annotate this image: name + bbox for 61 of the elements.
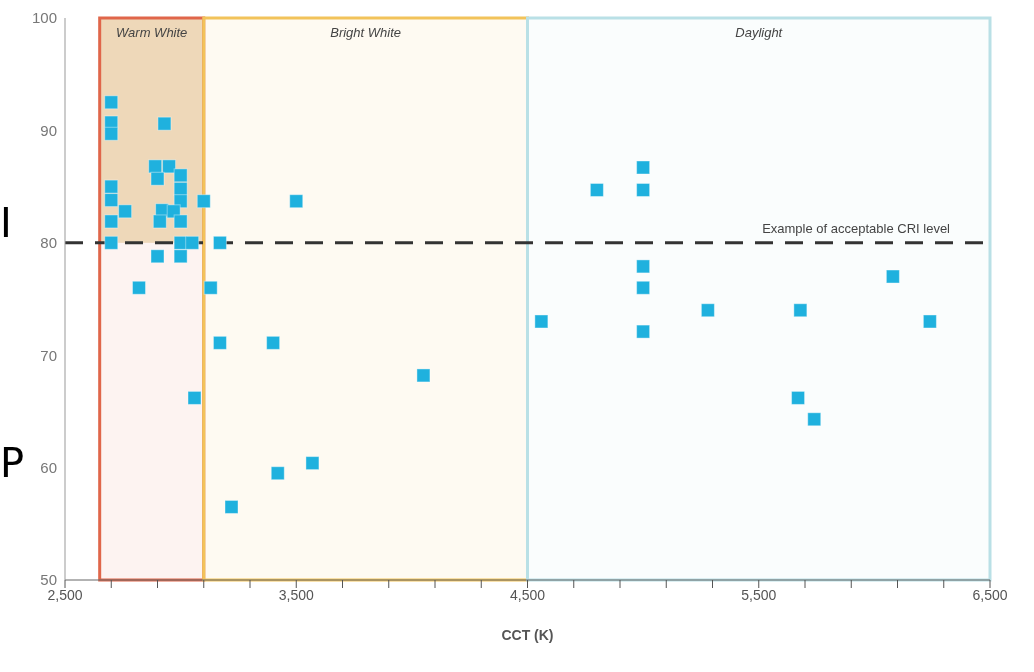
band-label: Warm White: [116, 25, 188, 41]
point: [266, 335, 281, 350]
point: [104, 95, 119, 110]
y-tick-label: 50: [40, 571, 57, 589]
point: [150, 171, 165, 186]
point: [173, 214, 188, 229]
y-tick-label: 60: [40, 458, 57, 476]
y-tick-label: 100: [31, 9, 57, 27]
point: [173, 181, 188, 196]
point: [187, 390, 202, 405]
point: [807, 412, 822, 427]
point: [203, 280, 218, 295]
x-tick-label: 3,500: [278, 586, 314, 603]
point: [289, 194, 304, 209]
point: [885, 269, 900, 284]
point: [162, 159, 177, 174]
point: [636, 280, 651, 295]
point: [148, 159, 163, 174]
point: [157, 116, 172, 131]
point: [212, 335, 227, 350]
y-tick-label: 70: [40, 346, 57, 364]
y-tick-label: 90: [40, 121, 57, 139]
text: P: [0, 440, 25, 486]
point: [173, 168, 188, 183]
x-axis-title: CCT (K): [501, 627, 554, 643]
point: [922, 314, 937, 329]
point: [589, 182, 604, 197]
point: [150, 249, 165, 264]
point: [104, 214, 119, 229]
point: [224, 499, 239, 514]
point: [636, 182, 651, 197]
band-label: Daylight: [735, 25, 784, 41]
point: [791, 390, 806, 405]
point: [196, 194, 211, 209]
point: [305, 456, 320, 471]
point: [636, 259, 651, 274]
point: [173, 249, 188, 264]
point: [636, 324, 651, 339]
point: [104, 179, 119, 194]
point: [700, 303, 715, 318]
text: I: [0, 200, 12, 246]
point: [104, 193, 119, 208]
point: [104, 235, 119, 250]
x-tick-label: 5,500: [741, 586, 777, 603]
point: [416, 368, 431, 383]
point: [534, 314, 549, 329]
point: [270, 466, 285, 481]
band-label: Bright White: [330, 25, 402, 41]
point: [793, 303, 808, 318]
point: [185, 235, 200, 250]
x-tick-label: 6,500: [972, 586, 1008, 603]
ref-line-label: Example of acceptable CRI level: [762, 220, 951, 236]
x-tick-label: 2,500: [47, 586, 83, 603]
point: [212, 235, 227, 250]
x-tick-label: 4,500: [509, 586, 546, 603]
point: [152, 214, 167, 229]
point: [132, 280, 146, 295]
point: [104, 126, 119, 141]
point: [118, 204, 133, 219]
y-tick-label: 80: [40, 234, 57, 252]
point: [636, 160, 651, 175]
